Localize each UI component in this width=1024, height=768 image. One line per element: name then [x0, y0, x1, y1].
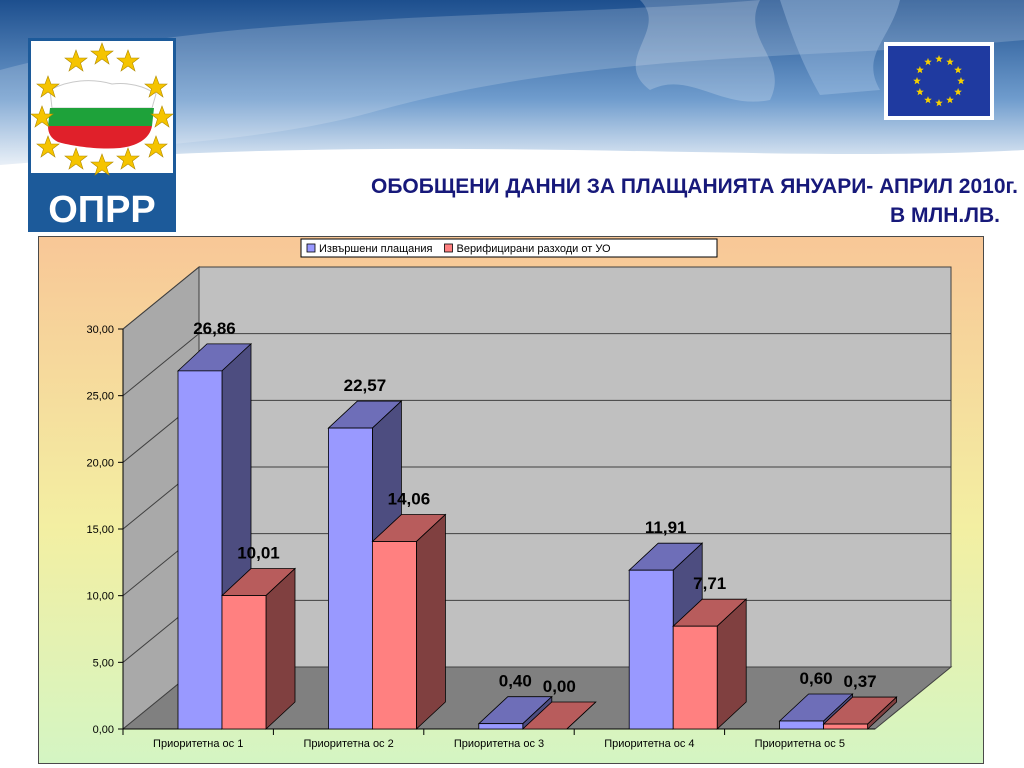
data-label: 11,91: [645, 518, 687, 537]
title-line-2: В МЛН.ЛВ.: [890, 204, 1000, 227]
legend-box: [300, 238, 718, 258]
logo-text: ОПРР: [48, 189, 156, 231]
data-label: 14,06: [388, 490, 431, 509]
x-tick-label: Приоритетна ос 1: [153, 738, 243, 750]
data-label: 26,86: [193, 319, 236, 338]
legend-swatch: [444, 243, 453, 253]
x-tick-label: Приоритетна ос 4: [604, 738, 694, 750]
eu-star-icon: [924, 96, 932, 104]
data-label: 0,37: [844, 672, 877, 691]
bar: [371, 513, 447, 730]
y-tick-label: 15,00: [86, 524, 114, 536]
eu-star-icon: [935, 99, 943, 107]
eu-star-icon: [913, 77, 921, 85]
bar: [220, 567, 297, 730]
legend-label: Верифицирани разходи от УО: [456, 243, 610, 255]
data-label: 22,57: [344, 376, 387, 395]
y-tick-label: 30,00: [86, 324, 114, 336]
y-tick-label: 0,00: [93, 724, 114, 736]
eu-flag-icon: [884, 42, 994, 120]
data-label: 10,01: [237, 544, 280, 563]
x-tick-label: Приоритетна ос 3: [454, 738, 544, 750]
eu-star-icon: [916, 88, 924, 96]
eu-star-icon: [916, 66, 924, 74]
bar: [672, 598, 748, 730]
data-label: 0,40: [499, 672, 532, 691]
y-tick-label: 25,00: [86, 391, 114, 403]
eu-star-icon: [957, 77, 965, 85]
x-tick-label: Приоритетна ос 5: [755, 738, 845, 750]
bar: [176, 342, 253, 730]
y-tick-label: 20,00: [86, 457, 114, 469]
eu-star-icon: [935, 55, 943, 63]
legend-swatch: [306, 243, 316, 253]
x-tick-label: Приоритетна ос 2: [303, 738, 393, 750]
gridline: [122, 266, 951, 330]
eu-star-icon: [924, 57, 932, 66]
y-tick-label: 10,00: [86, 591, 114, 603]
bulgaria-map-icon: [48, 80, 157, 149]
chart-frame: 0,00 5,00 10,00 15,00 20,00 25,00 30,00 Приорит…: [38, 236, 984, 764]
slide-title: ОБОБЩЕНИ ДАННИ ЗА ПЛАЩАНИЯТА ЯНУАРИ- АПР…: [180, 172, 1018, 230]
gridline: [122, 333, 951, 397]
legend-label: Извършени плащания: [319, 243, 433, 255]
eu-star-icon: [954, 88, 962, 96]
eu-star-icon: [946, 96, 954, 104]
data-label: 7,71: [693, 574, 726, 593]
eu-star-icon: [946, 57, 954, 66]
data-label: 0,00: [543, 677, 576, 696]
eu-star-icon: [954, 66, 962, 74]
bar: [521, 701, 597, 730]
opr-logo: ОПРР: [28, 38, 176, 232]
data-label: 0,60: [800, 669, 833, 688]
y-tick-label: 5,00: [93, 657, 114, 669]
bar-chart: 0,00 5,00 10,00 15,00 20,00 25,00 30,00 Приорит…: [39, 237, 983, 763]
stars-icon: [30, 42, 174, 176]
bar: [477, 695, 553, 730]
bar: [822, 696, 898, 730]
title-line-1: ОБОБЩЕНИ ДАННИ ЗА ПЛАЩАНИЯТА ЯНУАРИ- АПР…: [370, 175, 1018, 198]
